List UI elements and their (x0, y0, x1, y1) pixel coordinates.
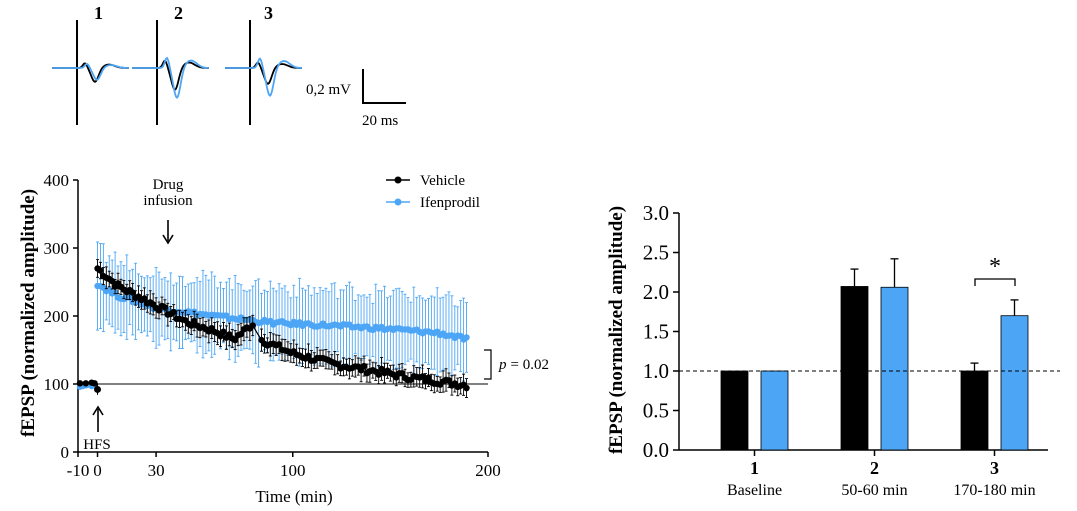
vehicle-point (190, 317, 198, 325)
ifenprodil-point (463, 334, 470, 341)
bar-chart: fEPSP (normalized amplitude) 0.0 0.5 1.0 1.… (606, 201, 1060, 499)
vehicle-baseline-point (91, 380, 98, 387)
vehicle-point (141, 295, 148, 302)
vehicle-bar (840, 286, 869, 451)
timecourse-x-tick-label: 0 (93, 461, 102, 480)
vehicle-point (188, 322, 195, 329)
legend-ifenprodil-marker (394, 198, 402, 206)
p-value-label: p = 0.02 (498, 357, 549, 373)
timecourse-x-tick-label: 30 (148, 461, 165, 480)
vehicle-point (463, 384, 470, 392)
trace-3-vehicle (225, 61, 302, 85)
vehicle-point (375, 371, 382, 378)
timecourse-x-axis-title: Time (min) (255, 487, 332, 506)
bar-y-tick-label: 3.0 (643, 201, 669, 225)
significance-star: * (989, 254, 1001, 280)
p-value-annotation: p = 0.02 (484, 349, 549, 380)
hfs-label: HFS (83, 437, 111, 453)
vehicle-point (419, 373, 426, 380)
vehicle-bar (960, 370, 989, 451)
significance-bracket (974, 278, 1016, 286)
hfs-arrowhead (92, 405, 104, 416)
vehicle-point (305, 352, 312, 360)
p-value-bracket (484, 349, 492, 380)
trace-3-ifenprodil (225, 57, 303, 98)
vehicle-point (108, 277, 116, 285)
trace-label-3: 3 (264, 3, 273, 23)
timecourse-y-axis-title: fEPSP (normalized amplitude) (18, 189, 39, 437)
bar-category-number: 2 (870, 458, 879, 478)
vehicle-point (217, 333, 224, 340)
vehicle-baseline-line (79, 382, 95, 384)
hfs-annotation: HFS (83, 405, 111, 453)
drug-infusion-arrowhead (162, 234, 174, 245)
drug-infusion-annotation: Drug infusion (143, 177, 193, 245)
bar-y-tick-label: 2.5 (643, 241, 669, 265)
bar-category-label: Baseline (727, 482, 782, 499)
ifenprodil-bar (760, 370, 789, 451)
bar-category-label: 170-180 min (953, 482, 1035, 499)
timecourse-y-tick-label: 300 (44, 239, 70, 258)
vehicle-point (398, 369, 406, 377)
vehicle-point (275, 341, 283, 348)
legend-ifenprodil-label: Ifenprodil (420, 195, 480, 211)
bar-category-number: 1 (750, 458, 759, 478)
timecourse-y-tick-label: 100 (44, 375, 70, 394)
drug-infusion-label-2: infusion (143, 193, 193, 209)
vehicle-hfs-point (94, 385, 102, 393)
bar-y-axis-title: fEPSP (normalized amplitude) (606, 206, 627, 454)
vehicle-point (360, 362, 368, 370)
significance-annotation: * (974, 254, 1016, 286)
bar-category-label: 50-60 min (841, 482, 907, 499)
vehicle-point (161, 304, 169, 311)
trace-panel: 1 2 3 0,2 mV 20 ms (52, 3, 406, 129)
timecourse-x-tick-label: 100 (280, 461, 306, 480)
bar-y-tick-label: 0.0 (643, 438, 669, 462)
ifenprodil-bar (880, 286, 909, 451)
timecourse-y-tick-label: 200 (44, 307, 70, 326)
scale-amplitude-label: 0,2 mV (306, 82, 351, 98)
timecourse-legend: Vehicle Ifenprodil (386, 173, 480, 211)
bar-y-tick-label: 1.0 (643, 359, 669, 383)
vehicle-point (231, 336, 239, 344)
timecourse-y-tick-label: 400 (44, 171, 70, 190)
bar-y-tick-label: 2.0 (643, 280, 669, 304)
scale-time-label: 20 ms (362, 113, 398, 129)
legend-vehicle-marker (394, 176, 402, 184)
vehicle-point (220, 328, 227, 335)
vehicle-point (237, 330, 245, 338)
trace-label-1: 1 (94, 3, 103, 23)
vehicle-point (445, 377, 453, 384)
legend-vehicle-label: Vehicle (420, 173, 465, 189)
ifenprodil-bar (1000, 315, 1029, 451)
vehicle-point (129, 289, 136, 296)
bar-y-tick-label: 1.5 (643, 320, 669, 344)
trace-label-2: 2 (174, 3, 183, 23)
timecourse-x-tick-label: -10 (67, 461, 90, 480)
trace-1-ifenprodil (52, 63, 129, 81)
timecourse-y-tick-label: 0 (61, 443, 70, 462)
vehicle-point (97, 267, 104, 274)
vehicle-point (249, 322, 256, 329)
timecourse-x-tick-label: 200 (475, 461, 501, 480)
vehicle-bar (720, 370, 749, 451)
trace-2-ifenprodil (132, 56, 210, 99)
vehicle-point (170, 308, 177, 316)
vehicle-point (425, 374, 432, 381)
timecourse-chart: fEPSP (normalized amplitude) Time (min) … (18, 171, 549, 506)
drug-infusion-label: Drug (153, 177, 184, 193)
bar-category-number: 3 (990, 458, 999, 478)
bar-y-tick-label: 0.5 (643, 399, 669, 423)
